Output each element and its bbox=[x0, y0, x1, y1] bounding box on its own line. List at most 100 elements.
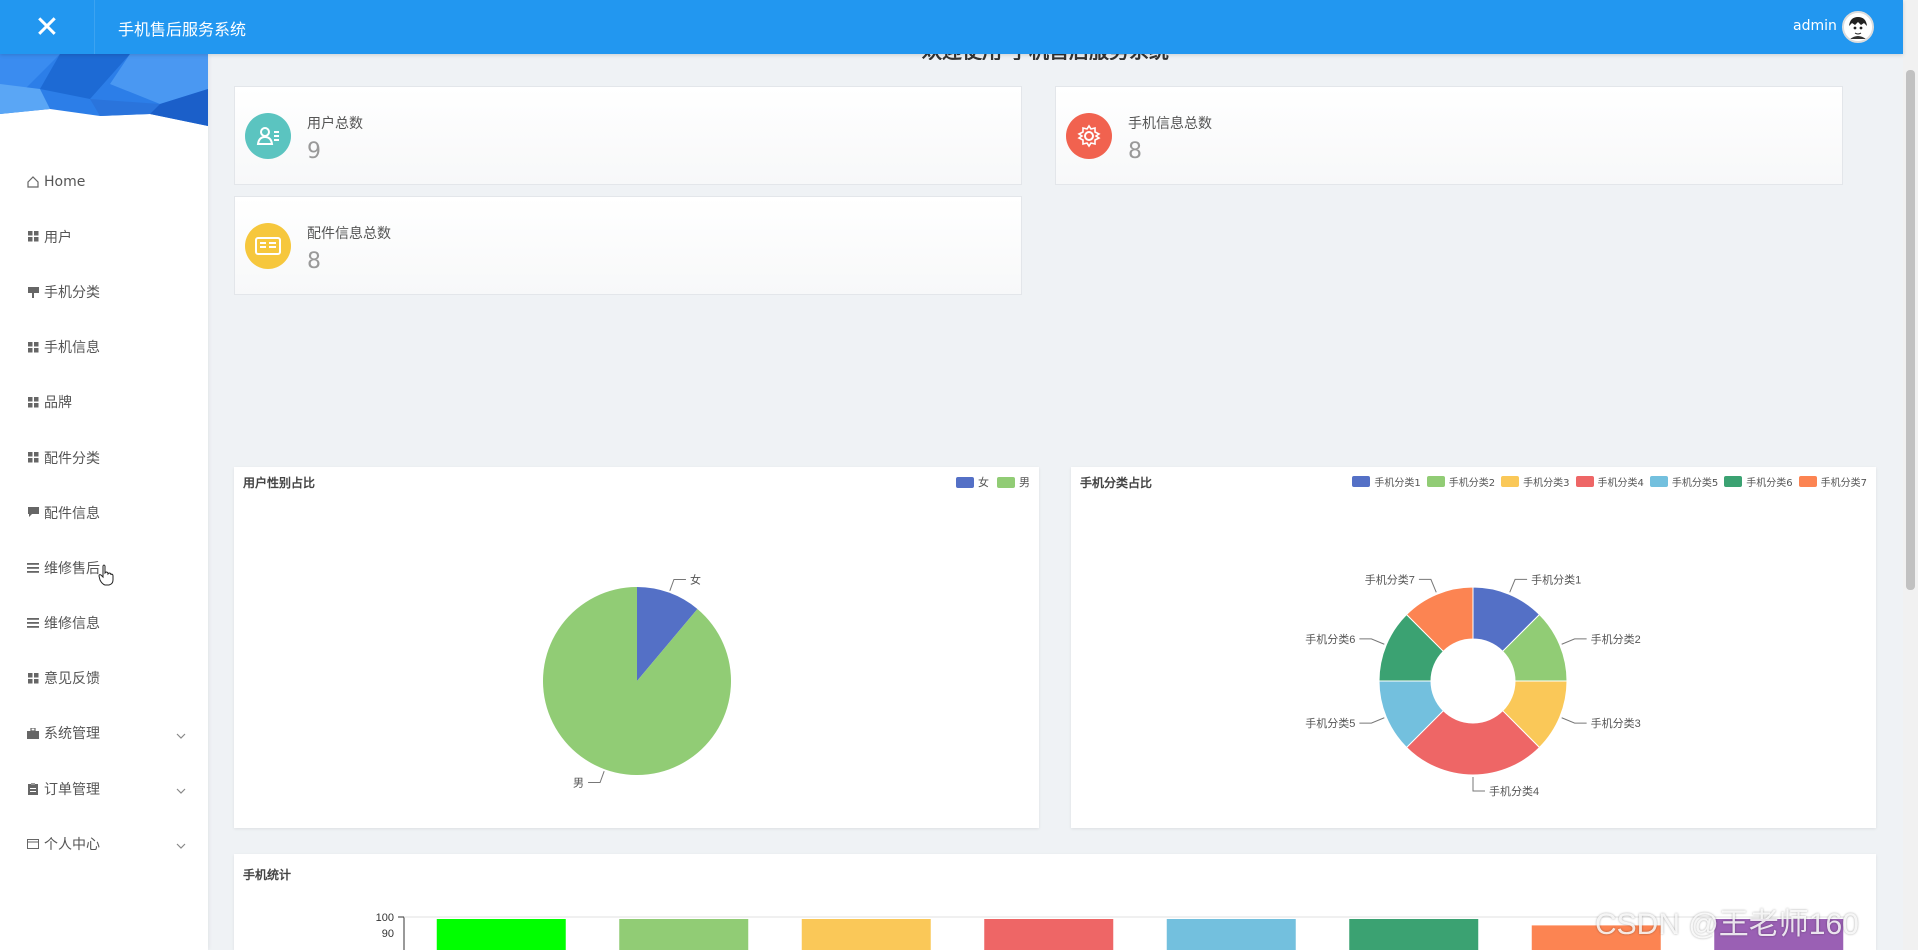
chart-legend: 手机分类1 手机分类2 手机分类3 手机分类4 手机分类5 手机分类6 手机分类7 bbox=[1352, 474, 1867, 489]
category-donut-chart: 手机分类1 手机分类2 手机分类3 手机分类4 手机分类5 手机分类6 手机分类7 bbox=[1305, 572, 1641, 798]
sidebar-item-8[interactable]: 维修信息 bbox=[0, 596, 208, 651]
sidebar-item-11[interactable]: 订单管理 bbox=[0, 761, 208, 816]
sidebar-menu: Home 用户手机分类手机信息品牌配件分类配件信息维修售后维修信息意见反馈系统管理… bbox=[0, 154, 208, 871]
legend-item[interactable]: 手机分类2 bbox=[1426, 474, 1496, 489]
legend-item[interactable]: 手机分类6 bbox=[1724, 474, 1793, 489]
sidebar-item-4[interactable]: 品牌 bbox=[0, 375, 208, 430]
pie-slice[interactable] bbox=[542, 587, 731, 775]
category-donut-panel: 手机分类占比 手机分类1 手机分类2 手机分类3 手机分类4 手机分类5 手机分类6 手机分… bbox=[1071, 467, 1876, 828]
legend-label: 手机分类6 bbox=[1746, 478, 1793, 489]
stat-card-users: 用户总数 9 bbox=[234, 86, 1022, 185]
sidebar-item-label: 手机分类 bbox=[44, 284, 100, 301]
bar[interactable] bbox=[1349, 919, 1479, 950]
bar[interactable] bbox=[1714, 919, 1844, 950]
briefcase-icon bbox=[26, 726, 40, 740]
card-icon bbox=[26, 837, 40, 851]
close-icon[interactable]: ✕ bbox=[0, 0, 95, 54]
slice-label: 手机分类3 bbox=[1591, 716, 1641, 730]
sidebar-item-label: 维修售后 bbox=[44, 560, 100, 577]
legend-item[interactable]: 手机分类4 bbox=[1575, 474, 1644, 489]
legend-label: 手机分类5 bbox=[1671, 478, 1719, 489]
bar[interactable] bbox=[1531, 925, 1661, 950]
username[interactable]: admin bbox=[1793, 18, 1837, 34]
legend-label: 手机分类1 bbox=[1374, 478, 1421, 489]
legend-swatch bbox=[956, 476, 974, 488]
sidebar-item-label: 订单管理 bbox=[44, 781, 100, 798]
legend-item[interactable]: 手机分类5 bbox=[1649, 474, 1719, 489]
grid-icon bbox=[26, 230, 40, 244]
bar[interactable] bbox=[436, 919, 566, 950]
bar[interactable] bbox=[1166, 919, 1296, 950]
scrollbar-thumb[interactable] bbox=[1906, 70, 1915, 590]
slice-label: 手机分类2 bbox=[1591, 632, 1641, 646]
label-leader-line bbox=[1561, 638, 1587, 645]
user-list-icon bbox=[245, 113, 291, 159]
sidebar-item-label: Home bbox=[44, 173, 86, 190]
sidebar-item-label: 用户 bbox=[44, 229, 72, 246]
legend-swatch bbox=[1575, 476, 1594, 487]
sidebar-item-label: 品牌 bbox=[44, 395, 72, 412]
sidebar-item-12[interactable]: 个人中心 bbox=[0, 816, 208, 871]
top-bar: ✕ 手机售后服务系统 admin bbox=[0, 0, 1903, 54]
sidebar-item-1[interactable]: 用户 bbox=[0, 209, 208, 264]
sidebar-item-7[interactable]: 维修售后 bbox=[0, 540, 208, 595]
legend-item[interactable]: 手机分类7 bbox=[1798, 474, 1867, 489]
bar[interactable] bbox=[801, 919, 931, 950]
sidebar-item-9[interactable]: 意见反馈 bbox=[0, 651, 208, 706]
legend-item[interactable]: 男 bbox=[997, 474, 1030, 490]
label-leader-line bbox=[1359, 717, 1385, 724]
sidebar-item-5[interactable]: 配件分类 bbox=[0, 430, 208, 485]
bar[interactable] bbox=[619, 919, 749, 950]
chat-icon bbox=[26, 506, 40, 520]
stat-value: 8 bbox=[307, 249, 321, 274]
pie-slice[interactable] bbox=[637, 587, 698, 681]
legend-item[interactable]: 手机分类1 bbox=[1352, 474, 1421, 489]
label-leader-line bbox=[1359, 638, 1385, 645]
gear-icon bbox=[1066, 113, 1112, 159]
sidebar-item-0[interactable]: Home bbox=[0, 154, 208, 209]
list-icon bbox=[26, 561, 40, 575]
slice-label: 手机分类6 bbox=[1305, 632, 1355, 646]
legend-swatch bbox=[1724, 476, 1743, 487]
sidebar-item-label: 手机信息 bbox=[44, 340, 100, 357]
grid-icon bbox=[26, 451, 40, 465]
phone-stats-panel: 手机统计 100 90 bbox=[234, 854, 1876, 950]
sidebar-banner bbox=[0, 54, 208, 126]
stat-label: 手机信息总数 bbox=[1128, 116, 1212, 132]
y-tick-label: 90 bbox=[382, 928, 394, 940]
sidebar-item-3[interactable]: 手机信息 bbox=[0, 320, 208, 375]
chevron-down-icon bbox=[176, 727, 186, 743]
hand-cursor-icon bbox=[98, 564, 114, 586]
chart-legend: 女男 bbox=[956, 474, 1030, 490]
page-scrollbar[interactable] bbox=[1903, 0, 1918, 950]
pie-slice[interactable] bbox=[1405, 586, 1474, 653]
legend-label: 手机分类2 bbox=[1448, 478, 1496, 489]
sidebar-item-label: 配件信息 bbox=[44, 505, 100, 522]
stat-card-phones: 手机信息总数 8 bbox=[1055, 86, 1843, 185]
label-leader-line bbox=[669, 579, 686, 591]
bar[interactable] bbox=[984, 919, 1114, 950]
chart-title: 手机分类占比 bbox=[1080, 476, 1153, 490]
stat-value: 9 bbox=[307, 139, 321, 164]
legend-item[interactable]: 手机分类3 bbox=[1501, 474, 1570, 489]
chart-title: 用户性别占比 bbox=[243, 476, 316, 490]
sidebar-item-2[interactable]: 手机分类 bbox=[0, 264, 208, 319]
sidebar-item-10[interactable]: 系统管理 bbox=[0, 706, 208, 761]
stat-label: 用户总数 bbox=[307, 116, 363, 132]
stat-card-parts: 配件信息总数 8 bbox=[234, 196, 1022, 295]
avatar[interactable] bbox=[1842, 11, 1874, 43]
chevron-down-icon bbox=[176, 837, 186, 853]
flag-icon bbox=[26, 285, 40, 299]
sidebar-item-label: 系统管理 bbox=[44, 726, 100, 743]
watermark: CSDN @王老师160 bbox=[1595, 908, 1859, 941]
pie-slice[interactable] bbox=[1405, 709, 1541, 776]
sidebar-item-label: 意见反馈 bbox=[44, 671, 100, 688]
grid-icon bbox=[26, 671, 40, 685]
legend-label: 手机分类3 bbox=[1523, 478, 1570, 489]
grid-icon bbox=[26, 395, 40, 409]
sidebar-item-6[interactable]: 配件信息 bbox=[0, 485, 208, 540]
gender-pie-panel: 用户性别占比 女男 女男 bbox=[234, 467, 1039, 828]
slice-label: 男 bbox=[573, 777, 584, 789]
legend-item[interactable]: 女 bbox=[956, 474, 989, 490]
